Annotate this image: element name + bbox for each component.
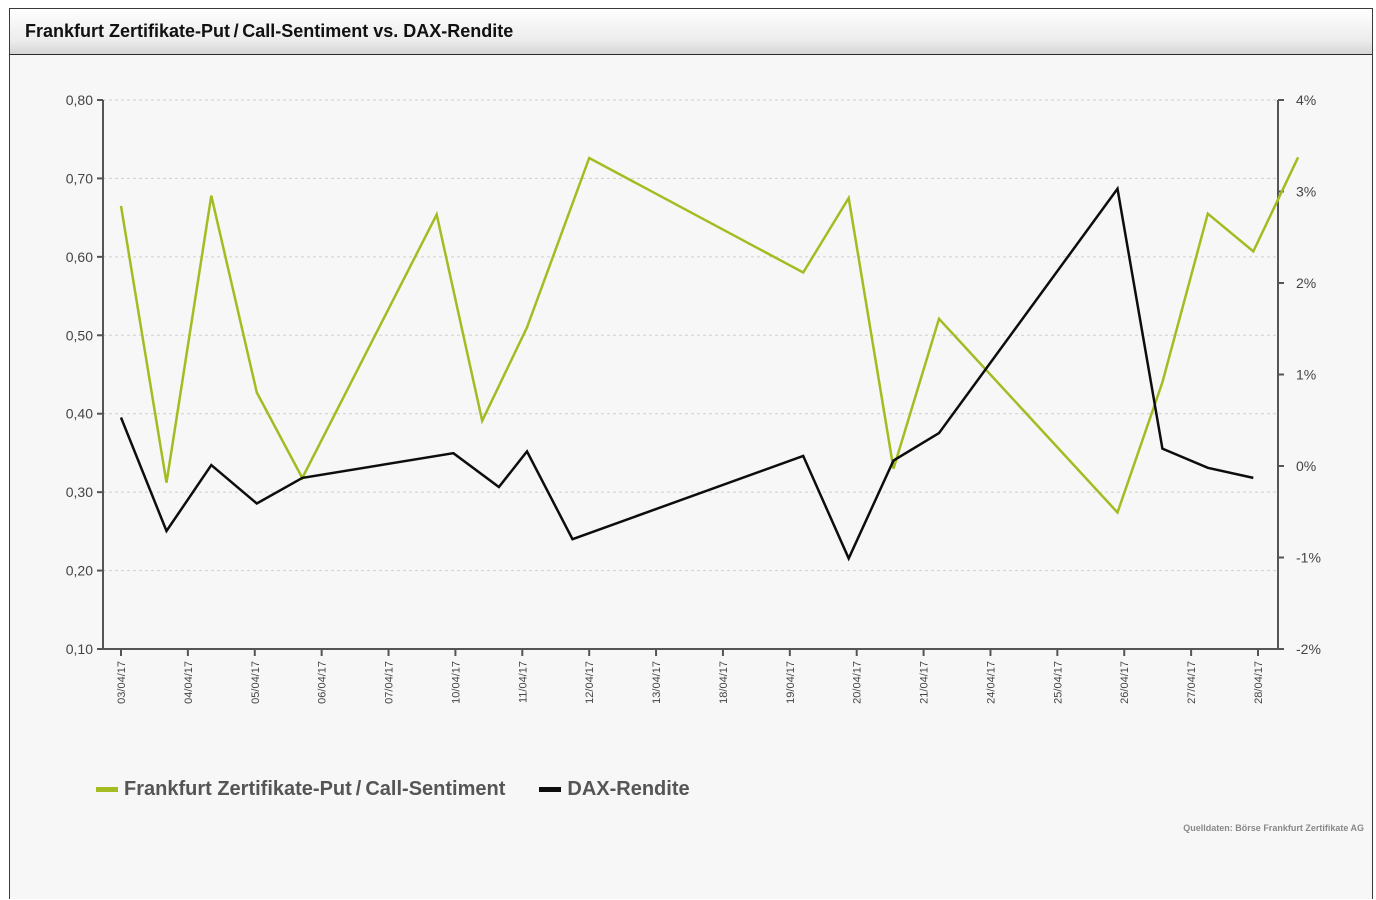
y-left-tick-label: 0,20 bbox=[66, 563, 93, 579]
y-left-tick-label: 0,70 bbox=[66, 170, 93, 186]
y-right-tick-label: 3% bbox=[1296, 184, 1316, 200]
chart-frame: Frankfurt Zertifikate-Put / Call-Sentime… bbox=[9, 8, 1373, 899]
x-tick-label: 12/04/17 bbox=[584, 661, 596, 704]
x-tick-label: 25/04/17 bbox=[1052, 661, 1064, 704]
grid-lines bbox=[103, 99, 1278, 572]
y-right-tick-label: 2% bbox=[1296, 275, 1316, 291]
title-bar: Frankfurt Zertifikate-Put / Call-Sentime… bbox=[10, 9, 1372, 55]
legend-label-sentiment: Frankfurt Zertifikate-Put / Call-Sentime… bbox=[124, 778, 506, 800]
x-tick-label: 07/04/17 bbox=[384, 661, 396, 704]
y-right-tick-label: 0% bbox=[1296, 458, 1316, 474]
y-left-tick-label: 0,40 bbox=[66, 406, 93, 422]
legend-label-dax: DAX-Rendite bbox=[567, 778, 690, 800]
x-tick-label: 11/04/17 bbox=[517, 661, 529, 703]
x-tick-label: 20/04/17 bbox=[852, 661, 864, 704]
y-left-tick-label: 0,50 bbox=[66, 327, 93, 343]
x-tick-label: 13/04/17 bbox=[651, 661, 663, 704]
y-right-tick-label: 1% bbox=[1296, 367, 1316, 383]
y-left-tick-label: 0,60 bbox=[66, 249, 93, 265]
x-tick-label: 18/04/17 bbox=[718, 661, 730, 704]
chart-plot: 0,10 0,20 0,30 0,40 0,50 0,60 0,70 0,80 -2% -1% 0%… bbox=[66, 92, 1321, 704]
x-tick-label: 28/04/17 bbox=[1253, 661, 1265, 704]
x-tick-label: 24/04/17 bbox=[985, 661, 997, 704]
x-tick-label: 19/04/17 bbox=[785, 661, 797, 704]
x-tick-label: 04/04/17 bbox=[183, 661, 195, 704]
source-note: Quelldaten: Börse Frankfurt Zertifikate … bbox=[1183, 823, 1364, 833]
x-tick-label: 06/04/17 bbox=[317, 661, 329, 704]
y-left-tick-label: 0,10 bbox=[66, 641, 93, 657]
x-tick-label: 27/04/17 bbox=[1186, 661, 1198, 704]
legend-swatch-dax bbox=[539, 787, 562, 792]
x-tick-label: 26/04/17 bbox=[1119, 661, 1131, 704]
y-right-tick-label: 4% bbox=[1296, 92, 1316, 108]
chart-title: Frankfurt Zertifikate-Put / Call-Sentime… bbox=[25, 21, 514, 41]
legend-item-sentiment: Frankfurt Zertifikate-Put / Call-Sentime… bbox=[96, 778, 505, 801]
legend: Frankfurt Zertifikate-Put / Call-Sentime… bbox=[96, 778, 724, 801]
x-tick-label: 05/04/17 bbox=[250, 661, 262, 704]
y-right-tick-label: -1% bbox=[1296, 550, 1321, 566]
y-left-tick-label: 0,30 bbox=[66, 484, 93, 500]
x-tick-label: 10/04/17 bbox=[450, 661, 462, 704]
series-lines bbox=[119, 156, 1300, 562]
legend-item-dax: DAX-Rendite bbox=[539, 778, 690, 801]
y-left-tick-label: 0,80 bbox=[66, 92, 93, 108]
x-tick-label: 21/04/17 bbox=[919, 661, 931, 704]
x-tick-label: 03/04/17 bbox=[116, 661, 128, 704]
axes: 0,10 0,20 0,30 0,40 0,50 0,60 0,70 0,80 -2% -1% 0%… bbox=[66, 92, 1321, 704]
y-right-tick-label: -2% bbox=[1296, 641, 1321, 657]
series-line-sentiment bbox=[119, 156, 1300, 515]
series-line-dax bbox=[119, 185, 1254, 562]
legend-swatch-sentiment bbox=[96, 787, 118, 792]
